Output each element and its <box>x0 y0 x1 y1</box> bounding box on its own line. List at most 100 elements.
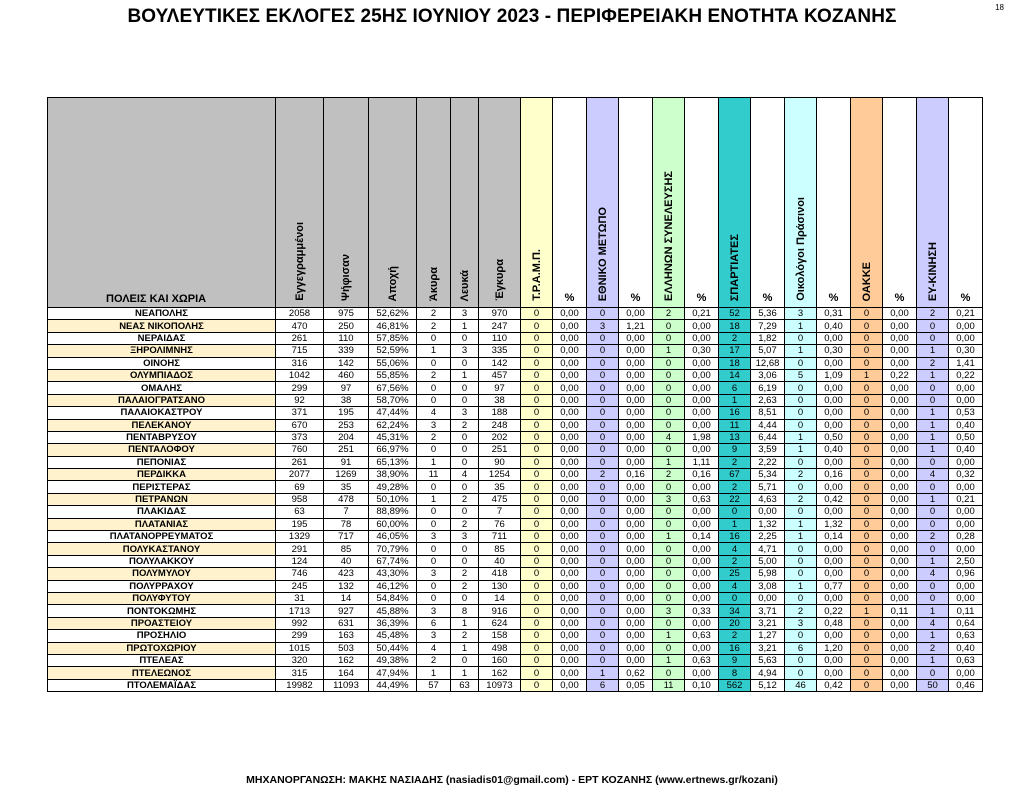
cell-party-pct: 0,00 <box>882 306 917 321</box>
cell-party-votes: 22 <box>718 492 751 507</box>
cell-party-pct: 0,00 <box>618 480 653 494</box>
cell-party-pct: 0,14 <box>816 530 851 544</box>
cell-party-pct: 0,00 <box>684 331 719 346</box>
cell-party-pct: 0,63 <box>948 629 983 643</box>
header-party-ethniko-metopo: ΕΘΝΙΚΟ ΜΕΤΩΠΟ <box>586 97 619 308</box>
cell-party-votes: 0 <box>586 368 619 383</box>
results-table: ΠΟΛΕΙΣ ΚΑΙ ΧΩΡΙΑ Εγγεγραμμένοι Ψήφισαν Α… <box>47 97 983 693</box>
cell-party-pct: 0,00 <box>882 393 917 408</box>
table-row: ΠΡΟΣΗΛΙΟ 299 163 45,48% 3 2 158 0 0,00 0 0,00 1 0,63… <box>47 629 983 643</box>
table-row: ΠΕΤΡΑΝΩΝ 958 478 50,10% 1 2 475 0 0,00 0 0,00 3 0,63… <box>47 492 983 507</box>
cell-name: ΠΡΟΣΗΛΙΟ <box>47 629 276 643</box>
cell-party-pct: 6,44 <box>750 430 785 445</box>
cell-registered: 470 <box>275 319 324 333</box>
cell-blank: 1 <box>450 616 479 631</box>
cell-party-votes: 1 <box>916 554 949 569</box>
cell-party-votes: 0 <box>850 641 883 655</box>
cell-party-pct: 0,00 <box>552 641 587 655</box>
cell-party-pct: 0,00 <box>882 629 917 643</box>
cell-party-pct: 0,30 <box>948 344 983 358</box>
cell-party-pct: 2,22 <box>750 455 785 470</box>
cell-registered: 245 <box>275 579 324 594</box>
table-row: ΠΕΡΙΣΤΕΡΑΣ 69 35 49,28% 0 0 35 0 0,00 0 0,00 0 0,00 2… <box>47 480 983 494</box>
cell-party-pct: 1,21 <box>618 319 653 333</box>
cell-party-pct: 0,00 <box>552 666 587 680</box>
cell-registered: 670 <box>275 418 324 432</box>
cell-party-votes: 0 <box>850 554 883 569</box>
cell-party-votes: 1 <box>916 653 949 668</box>
table-row: ΝΕΑΣ ΝΙΚΟΠΟΛΗΣ 470 250 46,81% 2 1 247 0 0,00 3 1,2… <box>47 319 983 333</box>
cell-party-pct: 0,21 <box>948 492 983 507</box>
cell-party-pct: 0,00 <box>552 430 587 445</box>
header-party-oikologoi: Οικολόγοι Πράσινοι <box>784 97 817 308</box>
cell-party-pct: 0,40 <box>948 641 983 655</box>
cell-party-votes: 6 <box>784 641 817 655</box>
cell-party-votes: 0 <box>586 505 619 519</box>
cell-valid: 90 <box>478 455 521 470</box>
cell-name: ΠΤΕΛΕΑΣ <box>47 653 276 668</box>
cell-voted: 142 <box>323 356 369 370</box>
cell-party-votes: 0 <box>586 381 619 395</box>
cell-party-pct: 0,63 <box>684 629 719 643</box>
cell-party-pct: 0,62 <box>618 666 653 680</box>
cell-party-votes: 0 <box>850 430 883 445</box>
cell-party-pct: 0,00 <box>552 319 587 333</box>
cell-party-pct: 0,00 <box>684 319 719 333</box>
cell-registered: 373 <box>275 430 324 445</box>
cell-party-votes: 0 <box>586 567 619 581</box>
cell-invalid: 57 <box>416 678 451 693</box>
cell-party-votes: 3 <box>652 492 685 507</box>
cell-party-pct: 0,00 <box>882 356 917 370</box>
cell-voted: 460 <box>323 368 369 383</box>
cell-party-votes: 16 <box>718 530 751 544</box>
cell-blank: 1 <box>450 666 479 680</box>
cell-party-votes: 46 <box>784 678 817 693</box>
cell-party-votes: 2 <box>718 455 751 470</box>
cell-invalid: 4 <box>416 406 451 420</box>
cell-party-pct: 0,21 <box>948 306 983 321</box>
cell-abstention: 65,13% <box>368 455 417 470</box>
cell-abstention: 50,44% <box>368 641 417 655</box>
cell-blank: 2 <box>450 629 479 643</box>
cell-invalid: 0 <box>416 443 451 457</box>
cell-party-votes: 3 <box>586 319 619 333</box>
cell-voted: 631 <box>323 616 369 631</box>
cell-party-votes: 0 <box>718 505 751 519</box>
cell-party-votes: 0 <box>850 616 883 631</box>
cell-party-votes: 1 <box>652 629 685 643</box>
cell-name: ΠΟΛΥΦΥΤΟΥ <box>47 591 276 606</box>
cell-party-pct: 0,00 <box>684 393 719 408</box>
cell-party-pct: 0,63 <box>684 492 719 507</box>
cell-party-pct: 0,00 <box>618 616 653 631</box>
cell-valid: 40 <box>478 554 521 569</box>
cell-party-pct: 0,00 <box>684 616 719 631</box>
header-valid: Έγκυρα <box>478 97 521 308</box>
table-row: ΠΤΕΛΕΑΣ 320 162 49,38% 2 0 160 0 0,00 0 0,00 1 0,63 9… <box>47 653 983 668</box>
cell-party-votes: 0 <box>652 517 685 532</box>
cell-party-votes: 0 <box>586 430 619 445</box>
cell-party-pct: 0,50 <box>948 430 983 445</box>
table-row: ΞΗΡΟΛΙΜΝΗΣ 715 339 52,59% 1 3 335 0 0,00 0 0,00 1 0,… <box>47 344 983 358</box>
cell-name: ΠΟΛΥΡΡΑΧΟΥ <box>47 579 276 594</box>
cell-party-pct: 0,00 <box>552 455 587 470</box>
cell-party-pct: 0,05 <box>618 678 653 693</box>
table-row: ΠΡΟΑΣΤΕΙΟΥ 992 631 36,39% 6 1 624 0 0,00 0 0,00 0 0,… <box>47 616 983 631</box>
cell-party-pct: 0,00 <box>684 356 719 370</box>
cell-party-pct: 2,50 <box>948 554 983 569</box>
cell-name: ΠΛΑΤΑΝΙΑΣ <box>47 517 276 532</box>
cell-voted: 78 <box>323 517 369 532</box>
cell-party-votes: 16 <box>718 406 751 420</box>
cell-party-pct: 0,21 <box>684 306 719 321</box>
cell-party-pct: 0,00 <box>816 331 851 346</box>
cell-party-pct: 0,00 <box>684 579 719 594</box>
cell-voted: 110 <box>323 331 369 346</box>
cell-party-votes: 0 <box>520 368 553 383</box>
cell-party-votes: 2 <box>916 306 949 321</box>
cell-party-pct: 5,07 <box>750 344 785 358</box>
cell-party-pct: 0,00 <box>816 406 851 420</box>
cell-blank: 0 <box>450 381 479 395</box>
cell-voted: 423 <box>323 567 369 581</box>
cell-name: ΠΑΛΑΙΟΚΑΣΤΡΟΥ <box>47 406 276 420</box>
cell-registered: 31 <box>275 591 324 606</box>
cell-party-votes: 0 <box>652 666 685 680</box>
